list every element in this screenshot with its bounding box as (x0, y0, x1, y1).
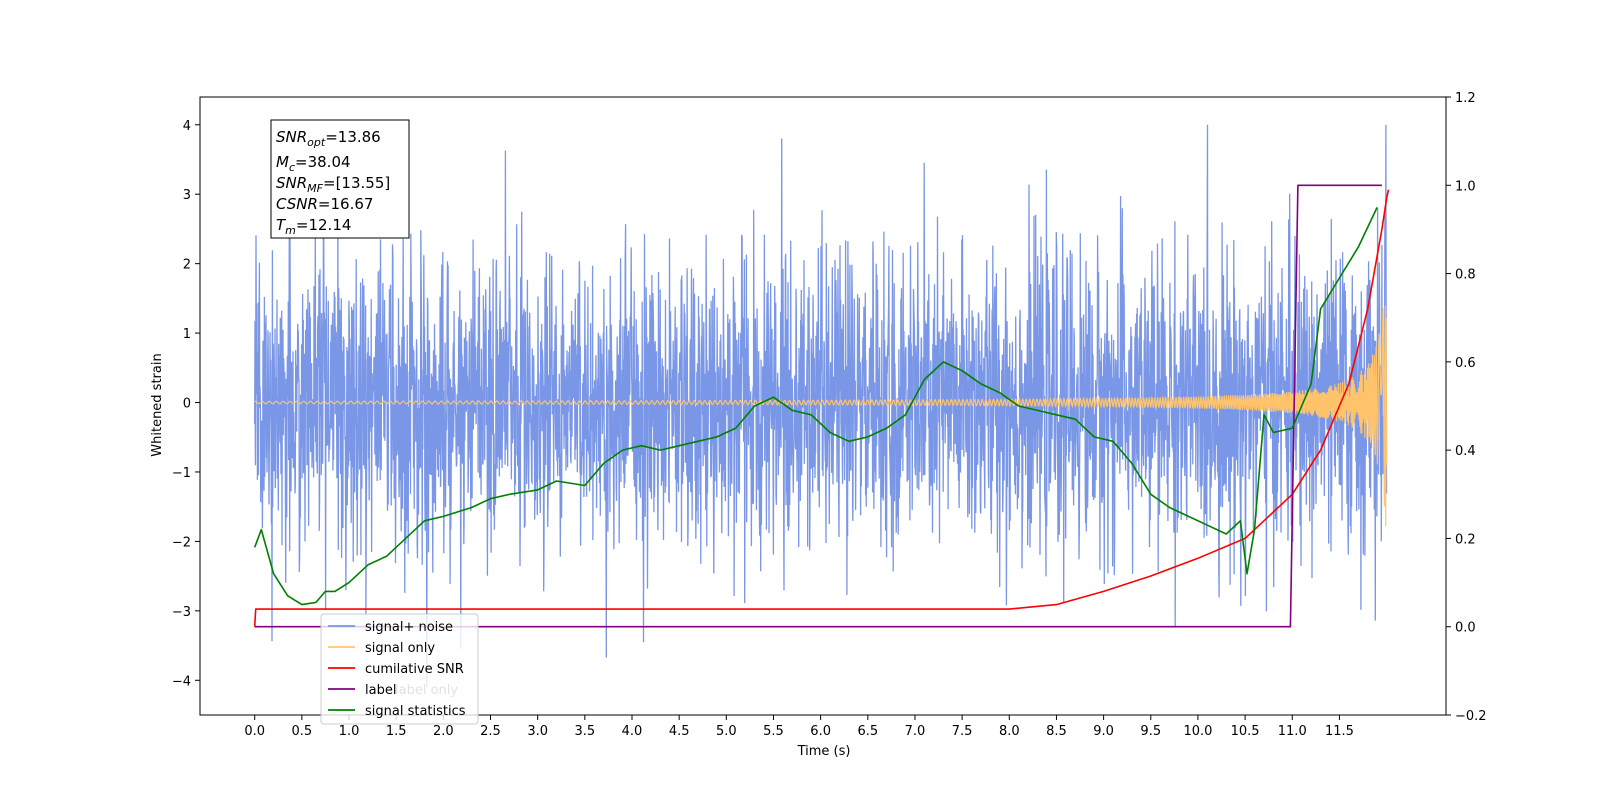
info-line: CSNR=16.67 (276, 195, 373, 213)
x-tick-label: 6.0 (810, 724, 831, 739)
x-tick-label: 1.0 (339, 724, 360, 739)
x-tick-label: 2.5 (480, 724, 501, 739)
y-tick-label: −4 (172, 674, 191, 689)
y-tick-label: 3 (183, 188, 191, 203)
series-signal-noise (254, 124, 1388, 688)
y2-tick-label: 0.0 (1455, 621, 1476, 636)
y-tick-label: 1 (183, 327, 191, 342)
legend-label: cumilative SNR (365, 662, 464, 677)
y2-tick-label: 1.0 (1455, 179, 1476, 194)
x-tick-label: 7.5 (952, 724, 973, 739)
info-line: Tm=12.14 (276, 216, 351, 237)
x-tick-label: 4.5 (669, 724, 690, 739)
x-tick-label: 5.5 (763, 724, 784, 739)
x-tick-label: 3.0 (527, 724, 548, 739)
y-tick-label: 4 (183, 119, 191, 134)
x-tick-label: 9.0 (1093, 724, 1114, 739)
y-tick-label: 0 (183, 397, 191, 412)
series-label (254, 184, 1382, 628)
legend-label: signal+ noise (365, 620, 453, 635)
x-tick-label: 0.0 (244, 724, 265, 739)
y-tick-label: −2 (172, 535, 191, 550)
info-line: SNRMF=[13.55] (276, 174, 390, 195)
plot-frame (199, 96, 1447, 716)
x-tick-label: 8.0 (999, 724, 1020, 739)
y2-tick-label: 0.6 (1455, 356, 1476, 371)
info-line: Mc=38.04 (276, 153, 351, 174)
y2-tick-label: 1.2 (1455, 91, 1476, 106)
x-tick-label: 11.0 (1278, 724, 1307, 739)
legend-label: signal statistics (365, 704, 466, 719)
x-tick-label: 11.5 (1325, 724, 1354, 739)
y2-tick-label: 0.2 (1455, 532, 1476, 547)
x-tick-label: 3.5 (574, 724, 595, 739)
legend-label: label (365, 683, 396, 698)
legend-frame (320, 613, 479, 725)
legend-label: signal only (365, 641, 435, 656)
info-box: SNRopt=13.86 Mc=38.04SNRMF=[13.55]CSNR=16… (270, 119, 410, 239)
y-tick-label: 2 (183, 258, 191, 273)
x-tick-label: 4.0 (622, 724, 643, 739)
axes: 0.0 0.5 1.0 1.5 2.0 2.5 3.0 3.5 4.0 4.5 5.0 5.5 6.0 6… (172, 91, 1487, 739)
x-tick-label: 9.5 (1140, 724, 1161, 739)
x-tick-label: 10.5 (1231, 724, 1260, 739)
y-tick-label: −1 (172, 466, 191, 481)
x-tick-label: 6.5 (857, 724, 878, 739)
x-tick-label: 5.0 (716, 724, 737, 739)
x-tick-label: 1.5 (386, 724, 407, 739)
series-signal-statistics (253, 207, 1378, 606)
y2-tick-label: −0.2 (1455, 709, 1487, 724)
y2-tick-label: 0.8 (1455, 268, 1476, 283)
series-cumulative-snr (253, 189, 1390, 627)
y2-tick-label: 0.4 (1455, 444, 1476, 459)
x-tick-label: 2.0 (433, 724, 454, 739)
x-tick-label: 7.0 (905, 724, 926, 739)
info-line: SNRopt=13.86 (276, 128, 381, 149)
info-box-frame (270, 119, 410, 239)
x-tick-label: 8.5 (1046, 724, 1067, 739)
x-tick-label: 0.5 (292, 724, 313, 739)
x-axis-label: Time (s) (797, 744, 851, 759)
y-tick-label: −3 (172, 605, 191, 620)
series-signal-only (254, 305, 1388, 527)
plot-area (253, 124, 1390, 688)
x-tick-label: 10.0 (1183, 724, 1212, 739)
y-axis-label: Whitened strain (150, 353, 165, 456)
